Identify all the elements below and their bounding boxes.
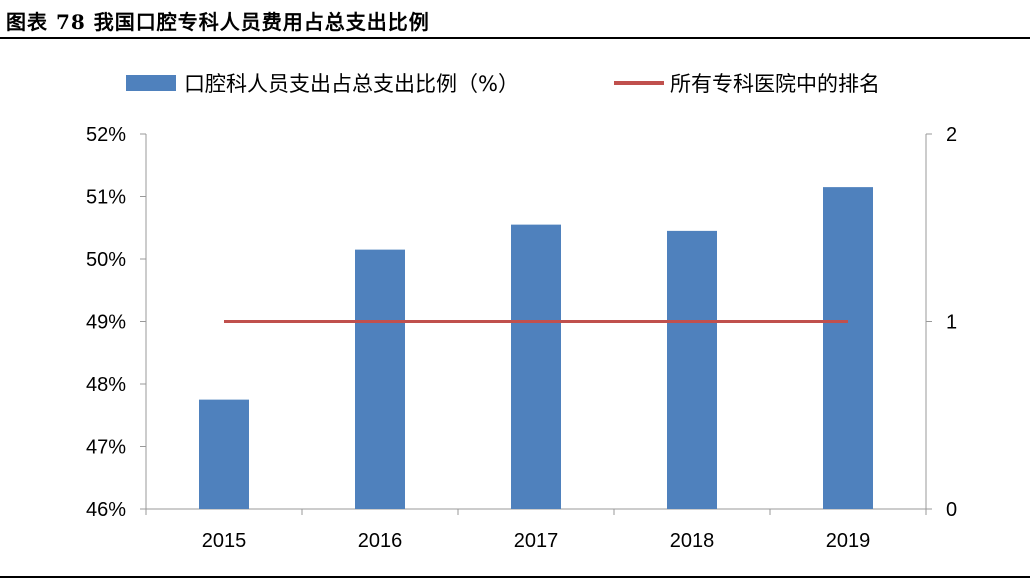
bars bbox=[199, 187, 873, 509]
right-tick-label: 0 bbox=[946, 499, 957, 521]
bar-2015 bbox=[199, 399, 249, 509]
right-tick-label: 1 bbox=[946, 312, 957, 334]
left-tick-label: 51% bbox=[86, 187, 126, 209]
chart-title: 图表 78 我国口腔专科人员费用占总支出比例 bbox=[6, 10, 430, 34]
legend: 口腔科人员支出占总支出比例（%） 所有专科医院中的排名 bbox=[126, 72, 880, 96]
x-tick-label: 2016 bbox=[358, 530, 403, 552]
left-tick-label: 47% bbox=[86, 437, 126, 459]
x-tick-label: 2019 bbox=[826, 530, 871, 552]
left-tick-label: 49% bbox=[86, 312, 126, 334]
legend-swatch-bar bbox=[126, 75, 176, 91]
left-tick-label: 46% bbox=[86, 499, 126, 521]
left-tick-label: 48% bbox=[86, 374, 126, 396]
right-tick-label: 2 bbox=[946, 124, 957, 146]
bar-2018 bbox=[667, 230, 717, 509]
x-tick-label: 2015 bbox=[202, 530, 247, 552]
left-tick-label: 52% bbox=[86, 124, 126, 146]
bar-2016 bbox=[355, 249, 405, 509]
legend-label-line: 所有专科医院中的排名 bbox=[670, 72, 880, 96]
tick-labels: 46% 47% 48% 49% 50% 51% 52% 0 1 2 2015 2016 2017 2018… bbox=[86, 124, 957, 552]
bottom-rule bbox=[0, 576, 1030, 578]
bar-2017 bbox=[511, 224, 561, 509]
x-tick-label: 2018 bbox=[670, 530, 715, 552]
title-rule bbox=[0, 37, 1030, 39]
left-tick-label: 50% bbox=[86, 249, 126, 271]
x-tick-label: 2017 bbox=[514, 530, 559, 552]
bar-2019 bbox=[823, 187, 873, 509]
legend-label-bar: 口腔科人员支出占总支出比例（%） bbox=[184, 72, 519, 96]
